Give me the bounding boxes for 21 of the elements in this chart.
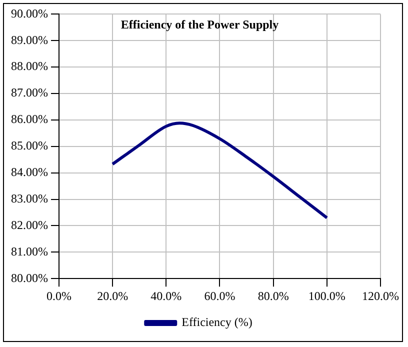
x-tick-label: 80.0%: [258, 288, 289, 303]
y-tick-label: 86.00%: [10, 112, 48, 126]
y-tick-label: 87.00%: [10, 86, 48, 100]
x-tick-label: 120.0%: [362, 288, 399, 303]
x-tick-label: 20.0%: [97, 288, 128, 303]
chart-title: Efficiency of the Power Supply: [120, 17, 279, 32]
y-tick-label: 89.00%: [10, 32, 48, 47]
line-series: [111, 122, 328, 220]
y-tick-label: 84.00%: [10, 164, 48, 179]
y-tick-label: 88.00%: [10, 59, 48, 74]
x-tick-label: 60.0%: [204, 288, 236, 303]
legend-label: Efficiency (%): [182, 315, 252, 330]
x-tick-label: 40.0%: [150, 288, 182, 303]
y-tick-label: 82.00%: [10, 218, 48, 232]
y-tick-label: 90.00%: [10, 6, 48, 20]
y-tick-label: 80.00%: [10, 270, 48, 285]
y-tick-label: 81.00%: [10, 244, 48, 258]
x-tick-label: 100.0%: [308, 288, 346, 303]
y-tick-label: 85.00%: [10, 138, 48, 153]
x-tick-label: 0.0%: [46, 288, 72, 303]
y-tick-label: 83.00%: [10, 191, 48, 206]
